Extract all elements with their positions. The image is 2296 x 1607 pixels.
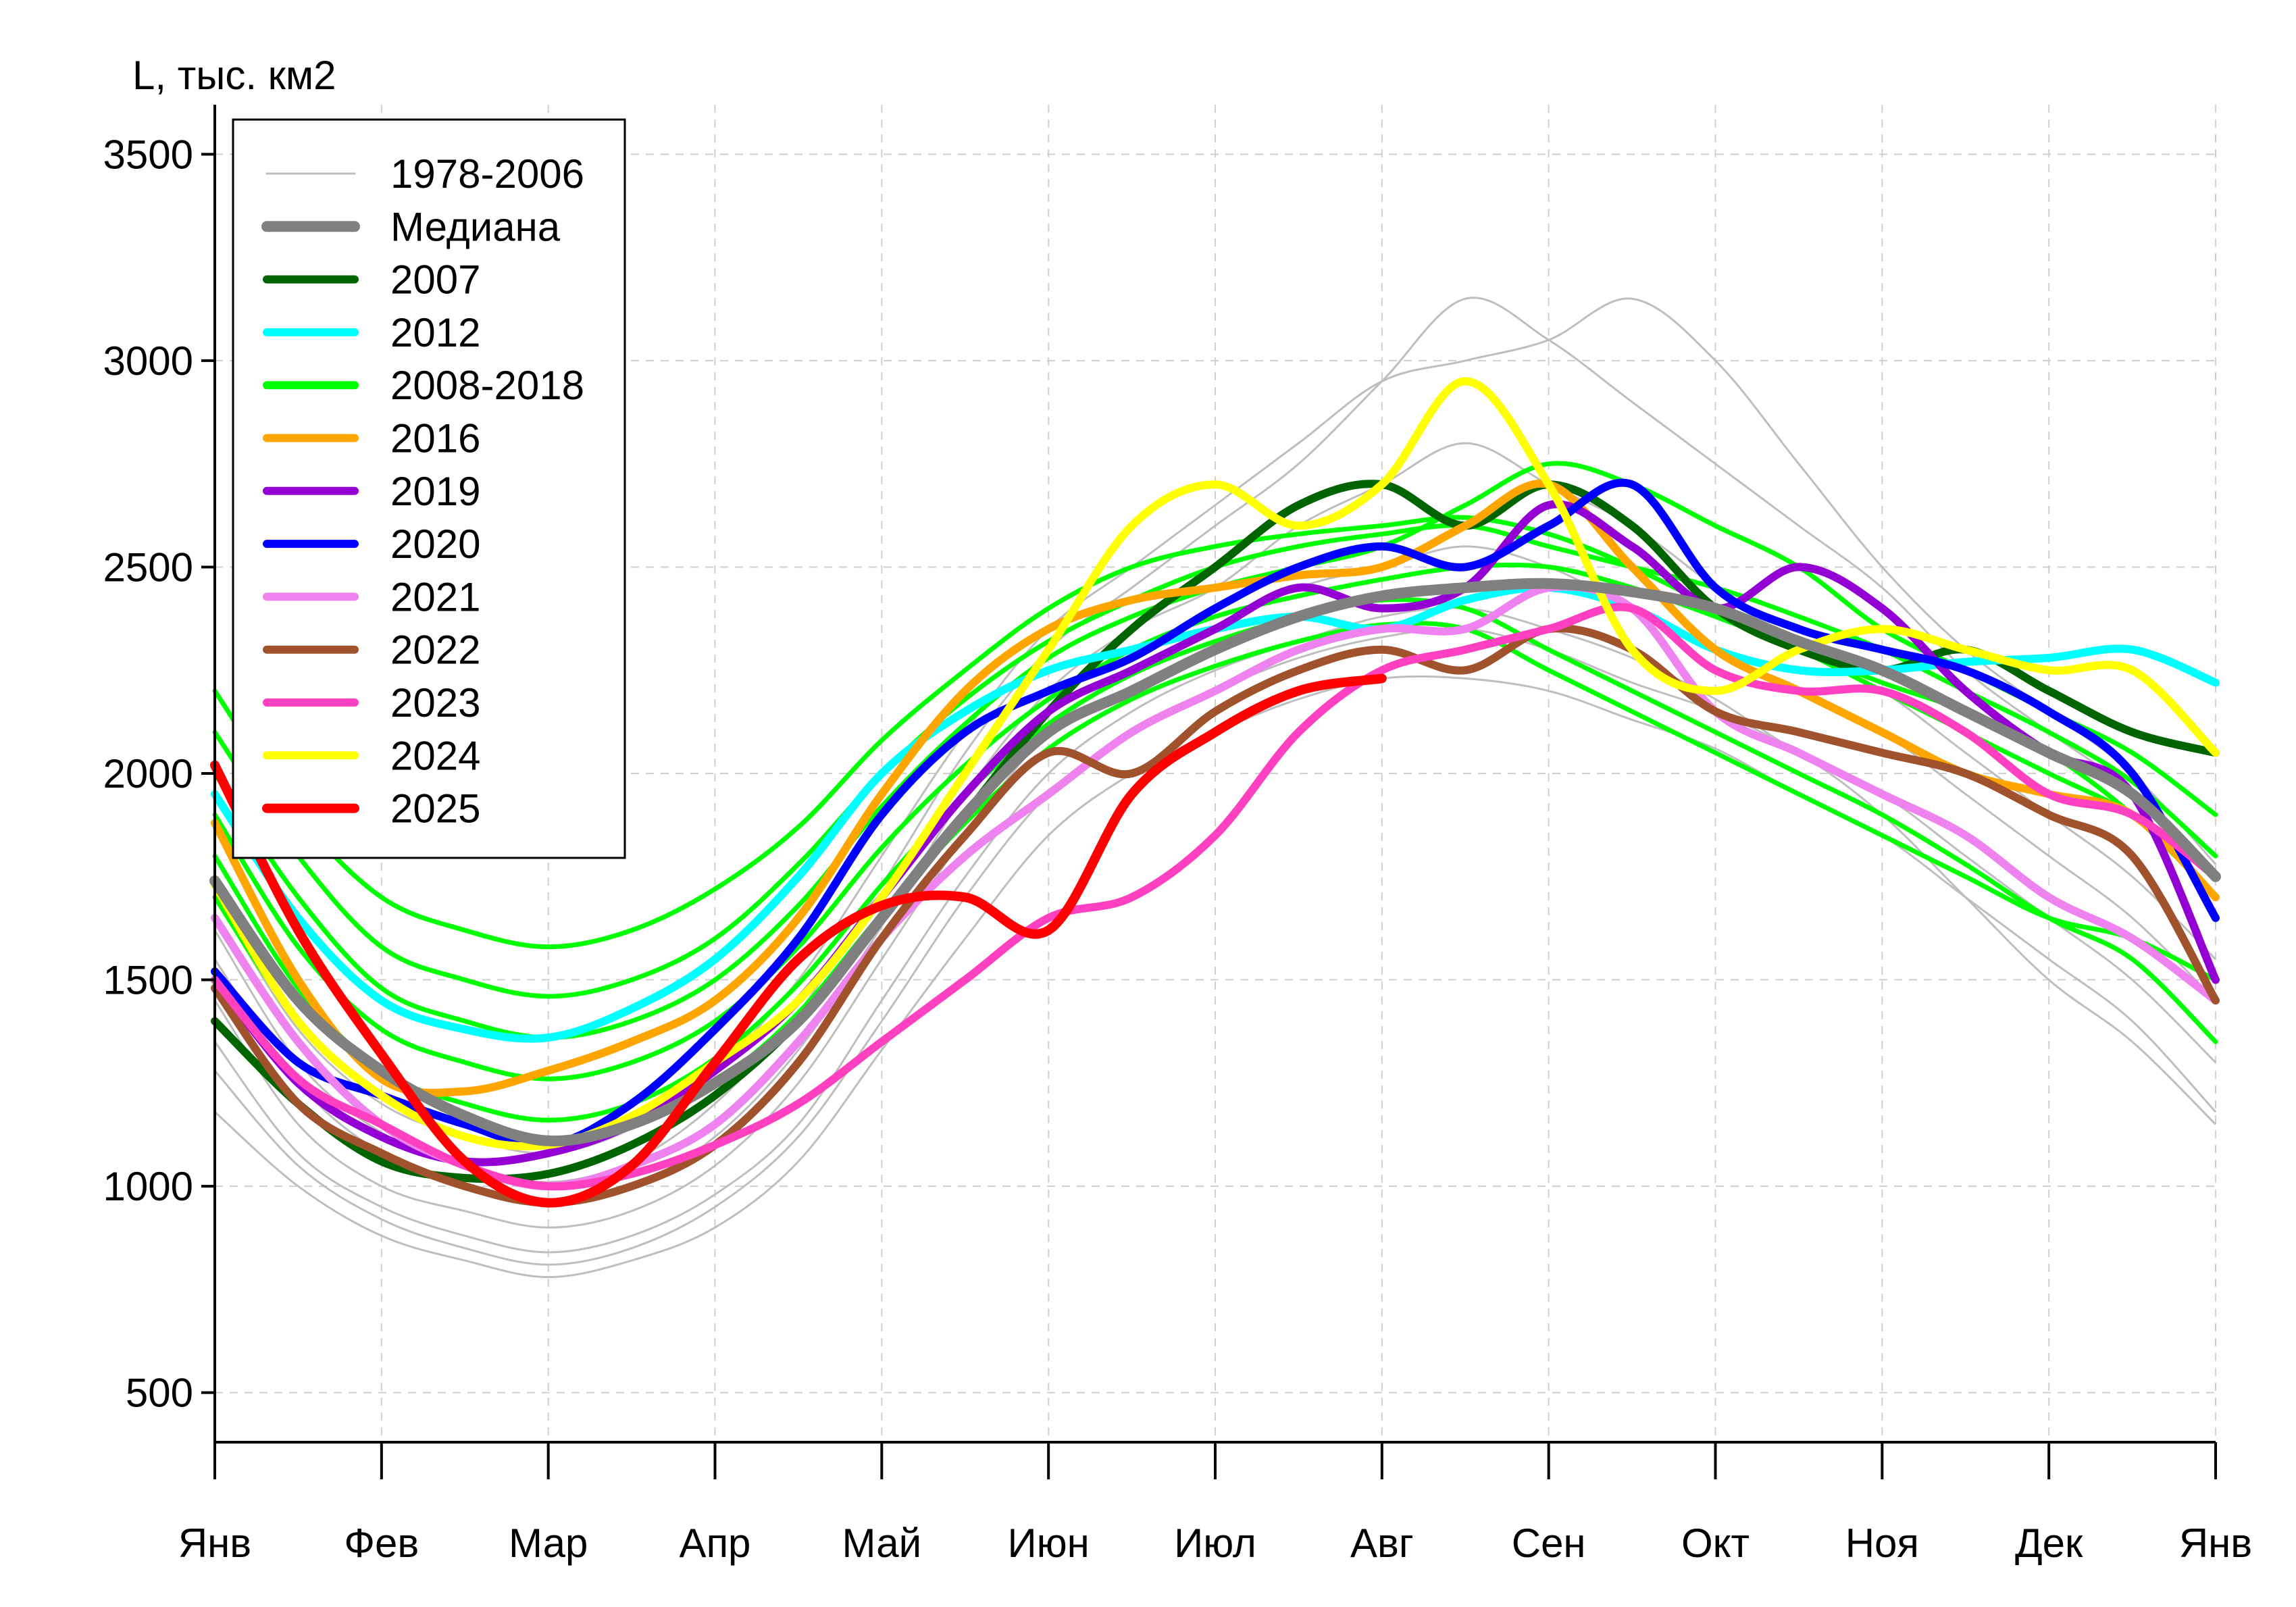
background-line-4 <box>213 297 2217 1183</box>
x-ticks: Янв Фев Мар Апр Май Июн Июл Авг Сен Окт Ноя Дек Янв <box>178 1442 2252 1566</box>
legend-label-2: 2007 <box>390 257 480 303</box>
x-tick-label-9: Окт <box>1681 1521 1750 1566</box>
legend-label-3: 2012 <box>390 310 480 355</box>
y-axis-label: L, тыс. км2 <box>132 53 336 98</box>
x-tick-label-6: Июл <box>1174 1521 1256 1566</box>
legend-label-11: 2024 <box>390 733 480 778</box>
y-tick-label-6: 3500 <box>103 132 193 177</box>
y-tick-label-4: 2500 <box>103 544 193 590</box>
legend: 1978-2006 Медиана 2007 2012 2008-2018 2016 201… <box>232 118 626 859</box>
series-line-2016-8 <box>211 479 2220 1097</box>
x-tick-label-11: Дек <box>2015 1521 2083 1566</box>
legend-label-6: 2019 <box>390 469 480 514</box>
x-tick-label-3: Апр <box>680 1521 751 1566</box>
series-line-2023-13 <box>211 603 2220 1191</box>
x-tick-label-4: Май <box>842 1521 922 1566</box>
series-lines <box>209 377 2221 1208</box>
series-line-2008-2018-4 <box>212 597 2218 1123</box>
x-tick-label-0: Янв <box>178 1521 251 1566</box>
y-tick-label-3: 2000 <box>103 751 193 796</box>
series-line-Медиана-15 <box>209 578 2221 1147</box>
legend-label-8: 2021 <box>390 574 480 619</box>
legend-label-0: 1978-2006 <box>390 151 584 197</box>
legend-label-12: 2025 <box>390 786 480 832</box>
legend-label-5: 2016 <box>390 416 480 461</box>
y-tick-label-5: 3000 <box>103 338 193 384</box>
x-tick-label-10: Ноя <box>1845 1521 1919 1566</box>
x-tick-label-7: Авг <box>1350 1521 1414 1566</box>
x-tick-label-12: Янв <box>2179 1521 2252 1566</box>
y-tick-label-0: 500 <box>126 1371 193 1416</box>
x-tick-label-5: Июн <box>1008 1521 1090 1566</box>
legend-label-7: 2020 <box>390 521 480 567</box>
legend-label-9: 2022 <box>390 628 480 673</box>
series-line-2025-16 <box>210 673 1387 1208</box>
y-tick-label-1: 1000 <box>103 1164 193 1209</box>
x-tick-label-8: Сен <box>1512 1521 1586 1566</box>
x-tick-label-1: Фев <box>344 1521 419 1566</box>
x-tick-label-2: Мар <box>509 1521 588 1566</box>
legend-label-10: 2023 <box>390 680 480 725</box>
legend-label-4: 2008-2018 <box>390 363 584 408</box>
legend-items: 1978-2006 Медиана 2007 2012 2008-2018 2016 201… <box>261 151 584 832</box>
series-line-2008-2018-0 <box>212 515 2218 950</box>
y-tick-label-2: 1500 <box>103 958 193 1003</box>
legend-label-1: Медиана <box>390 204 561 249</box>
y-ticks: 500 1000 1500 2000 2500 3000 3500 <box>103 132 215 1416</box>
